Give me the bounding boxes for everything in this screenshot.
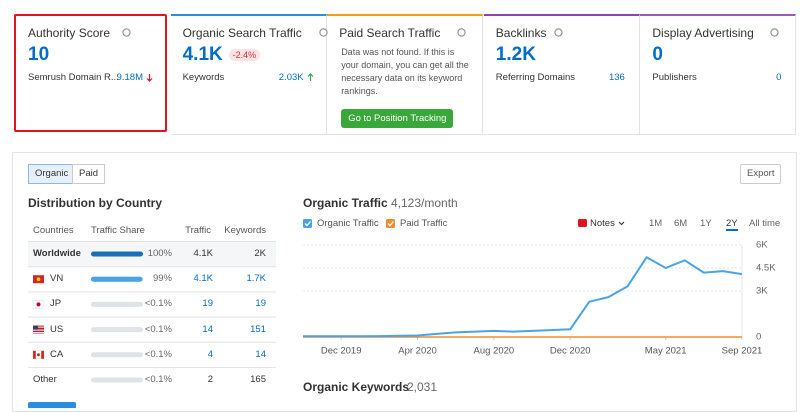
keywords-value: 14	[255, 349, 266, 360]
y-tick-label: 4.5K	[756, 263, 776, 274]
range-option[interactable]: 1M	[649, 218, 662, 229]
x-tick-label: Dec 2020	[550, 346, 591, 357]
dropdown-caret	[619, 222, 624, 225]
y-tick-label: 0	[756, 332, 761, 343]
keywords-count: 2,031	[407, 380, 437, 394]
share-bar	[91, 277, 142, 282]
x-tick-label: Dec 2019	[321, 346, 362, 357]
flag	[33, 275, 44, 283]
range-option[interactable]: All time	[749, 218, 780, 229]
flag-leaf	[37, 353, 40, 356]
country-name: Other	[33, 374, 57, 385]
keywords-value: 2K	[254, 248, 266, 259]
traffic-value: 4	[208, 349, 213, 360]
share-bar	[91, 252, 143, 257]
legend-label: Paid Traffic	[400, 218, 447, 229]
notes-dropdown[interactable]: Notes	[590, 218, 615, 229]
flag-canton	[33, 326, 38, 330]
share-label: 100%	[148, 248, 172, 259]
chart-subtitle: 4,123/month	[391, 196, 458, 210]
legend-checkbox[interactable]	[386, 219, 395, 228]
y-tick-label: 3K	[756, 286, 768, 297]
x-tick-label: Apr 2020	[398, 346, 437, 357]
share-track	[91, 352, 143, 357]
country-name: US	[50, 324, 63, 335]
more-button[interactable]	[28, 402, 76, 408]
flag	[33, 351, 44, 359]
traffic-value: 4.1K	[193, 248, 213, 259]
range-option[interactable]: 6M	[674, 218, 687, 229]
flag-sun	[37, 302, 41, 306]
legend-checkbox[interactable]	[303, 219, 312, 228]
traffic-value: 4.1K	[193, 273, 213, 284]
x-tick-label: Aug 2020	[474, 346, 515, 357]
traffic-value: 19	[202, 298, 213, 309]
keywords-value: 151	[250, 324, 266, 335]
traffic-value: 2	[208, 374, 213, 385]
legend-label: Organic Traffic	[317, 218, 379, 229]
traffic-value: 14	[202, 324, 213, 335]
flag	[33, 300, 44, 308]
country-name: Worldwide	[33, 248, 81, 259]
share-track	[91, 302, 143, 307]
country-name: JP	[50, 298, 61, 309]
x-tick-label: May 2021	[645, 346, 687, 357]
keywords-value: 19	[255, 298, 266, 309]
share-label: <0.1%	[145, 298, 172, 309]
flag	[33, 326, 44, 334]
country-name: VN	[50, 273, 63, 284]
share-label: <0.1%	[145, 349, 172, 360]
flag-stripe	[33, 332, 44, 333]
share-label: <0.1%	[145, 324, 172, 335]
y-tick-label: 6K	[756, 240, 768, 251]
range-option[interactable]: 2Y	[726, 218, 738, 231]
keywords-value: 1.7K	[246, 273, 266, 284]
keywords-value: 165	[250, 374, 266, 385]
share-track	[91, 327, 143, 332]
traffic-line	[303, 257, 742, 336]
share-label: 99%	[153, 273, 172, 284]
range-option[interactable]: 1Y	[700, 218, 712, 229]
country-name: CA	[50, 349, 63, 360]
traffic-chart: 0 3K 4.5K 6K Dec 2019 Apr 2020 Aug 2020 Dec 202…	[303, 219, 776, 357]
notes-icon	[578, 219, 587, 227]
chart-title: Organic Traffic	[303, 196, 388, 210]
flag-stripe	[33, 330, 44, 331]
x-tick-label: Sep 2021	[722, 346, 763, 357]
share-track	[91, 378, 143, 383]
share-label: <0.1%	[145, 374, 172, 385]
flag-star	[37, 277, 41, 281]
keywords-title: Organic Keywords	[303, 380, 409, 394]
